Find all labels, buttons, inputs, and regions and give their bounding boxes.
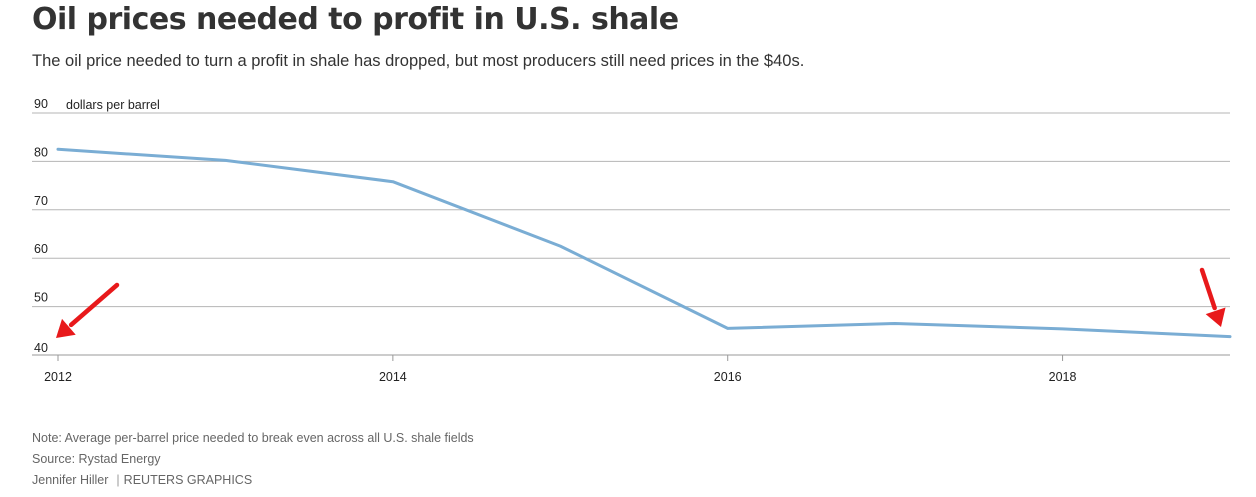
y-tick-label: 70 bbox=[34, 194, 48, 208]
chart-title: Oil prices needed to profit in U.S. shal… bbox=[32, 2, 679, 37]
red-arrow-annotation bbox=[56, 282, 120, 338]
y-tick-label: 90 bbox=[34, 97, 48, 111]
y-tick-label: 50 bbox=[34, 291, 48, 305]
chart-subtitle: The oil price needed to turn a profit in… bbox=[32, 52, 805, 70]
footer-source: Source: Rystad Energy bbox=[32, 452, 161, 466]
x-tick-label: 2014 bbox=[379, 370, 407, 384]
footer-byline: Jennifer Hiller | REUTERS GRAPHICS bbox=[32, 473, 252, 487]
series-line bbox=[56, 147, 1232, 339]
author-name: Jennifer Hiller bbox=[32, 473, 109, 487]
y-tick-label: 80 bbox=[34, 145, 48, 159]
x-tick-label: 2012 bbox=[44, 370, 72, 384]
footer-note: Note: Average per-barrel price needed to… bbox=[32, 431, 474, 445]
y-axis-label: dollars per barrel bbox=[66, 98, 160, 112]
x-tick-label: 2016 bbox=[714, 370, 742, 384]
y-tick-label: 60 bbox=[34, 242, 48, 256]
credit-label: REUTERS GRAPHICS bbox=[123, 473, 253, 487]
y-tick-label: 40 bbox=[34, 341, 48, 355]
byline-separator: | bbox=[116, 473, 120, 487]
x-tick-label: 2018 bbox=[1049, 370, 1077, 384]
line-chart: 40 50 60 70 80 90 2012 2014 2016 2018 dollars per… bbox=[32, 97, 1232, 384]
red-arrow-annotation bbox=[1199, 267, 1226, 327]
